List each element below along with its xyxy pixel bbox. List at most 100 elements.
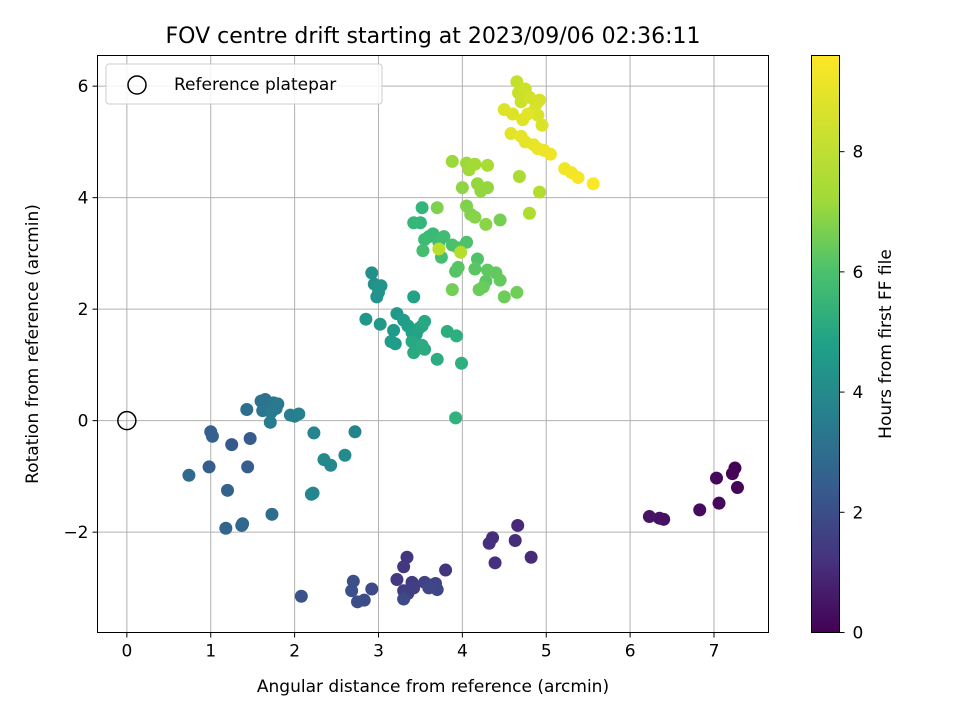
data-point (202, 460, 216, 474)
data-point (470, 177, 484, 191)
data-point (292, 407, 306, 421)
data-point (240, 403, 254, 417)
data-point (407, 216, 421, 230)
x-tick-label: 2 (289, 642, 300, 662)
y-axis-ticks: −2 0 2 4 6 (63, 77, 98, 543)
data-point (437, 230, 451, 244)
data-point (422, 581, 436, 595)
y-tick-label: −2 (63, 523, 88, 543)
data-point (488, 556, 502, 570)
reference-platepar-marker (117, 410, 137, 431)
colorbar-ticks: 0 2 4 6 8 (839, 143, 864, 644)
data-point (397, 592, 411, 606)
data-point (652, 511, 666, 525)
x-tick-label: 1 (205, 642, 216, 662)
data-point (709, 471, 723, 485)
data-point (221, 483, 235, 497)
colorbar-tick-label: 8 (853, 143, 864, 163)
data-point (370, 290, 384, 304)
data-point (472, 283, 486, 297)
y-tick-label: 6 (78, 77, 89, 97)
data-point (470, 252, 484, 266)
data-point (324, 458, 338, 472)
data-point (725, 467, 739, 481)
plot-frame (97, 55, 769, 633)
data-point (445, 154, 459, 168)
data-point (455, 181, 469, 195)
x-tick-label: 5 (541, 642, 552, 662)
x-axis-ticks: 0 1 2 3 4 5 6 7 (121, 632, 720, 662)
data-point (225, 438, 239, 452)
chart-title: FOV centre drift starting at 2023/09/06 … (166, 24, 701, 49)
data-point (522, 206, 536, 220)
data-point (460, 235, 474, 249)
data-point (182, 468, 196, 482)
data-point (586, 177, 600, 191)
data-point (712, 496, 726, 510)
legend: Reference platepar (105, 63, 383, 105)
data-point (506, 107, 520, 121)
data-point (430, 201, 444, 215)
data-point (365, 266, 379, 280)
data-point (374, 279, 388, 293)
x-tick-label: 6 (625, 642, 636, 662)
data-point (468, 262, 482, 276)
data-point (264, 405, 278, 419)
data-point (445, 283, 459, 297)
data-point (294, 589, 308, 603)
data-point (407, 290, 421, 304)
data-point (449, 329, 463, 343)
y-tick-label: 0 (78, 412, 89, 432)
data-point (407, 581, 421, 595)
data-point (390, 573, 404, 587)
y-tick-label: 4 (78, 189, 89, 209)
y-tick-label: 2 (78, 300, 89, 320)
data-point (439, 563, 453, 577)
x-tick-label: 4 (457, 642, 468, 662)
data-point (449, 411, 463, 425)
data-point (236, 517, 250, 531)
data-point (359, 312, 373, 326)
data-point (508, 534, 522, 548)
grid-lines (97, 55, 769, 633)
colorbar-label: Hours from first FF file (876, 249, 896, 439)
data-point (373, 317, 387, 331)
colorbar-tick-label: 4 (853, 383, 864, 403)
data-point (387, 323, 401, 337)
data-point (430, 352, 444, 366)
colorbar-tick-label: 2 (853, 503, 864, 523)
x-tick-label: 0 (121, 642, 132, 662)
data-point (418, 314, 432, 328)
data-point (219, 521, 233, 535)
data-point (693, 503, 707, 517)
data-point (415, 338, 429, 352)
data-point (241, 460, 255, 474)
data-point (504, 127, 518, 141)
data-point (468, 157, 482, 171)
data-point (397, 560, 411, 574)
data-point (493, 273, 507, 287)
data-point (263, 415, 277, 429)
data-point (531, 108, 545, 122)
data-point (482, 536, 496, 550)
data-point (338, 448, 352, 462)
data-point (306, 486, 320, 500)
data-point (481, 181, 495, 195)
data-point (432, 242, 446, 256)
data-point (730, 481, 744, 495)
data-point (510, 75, 524, 89)
colorbar-gradient (811, 55, 840, 633)
x-tick-label: 3 (373, 642, 384, 662)
data-point (511, 518, 525, 532)
data-point (451, 260, 465, 274)
data-point (479, 217, 493, 231)
data-point (243, 431, 257, 445)
x-tick-label: 7 (709, 642, 720, 662)
x-axis-label: Angular distance from reference (arcmin) (257, 677, 609, 697)
colorbar-tick-label: 0 (853, 624, 864, 644)
data-point (642, 510, 656, 524)
data-point (455, 356, 469, 370)
data-point (481, 158, 495, 172)
data-point (365, 582, 379, 596)
